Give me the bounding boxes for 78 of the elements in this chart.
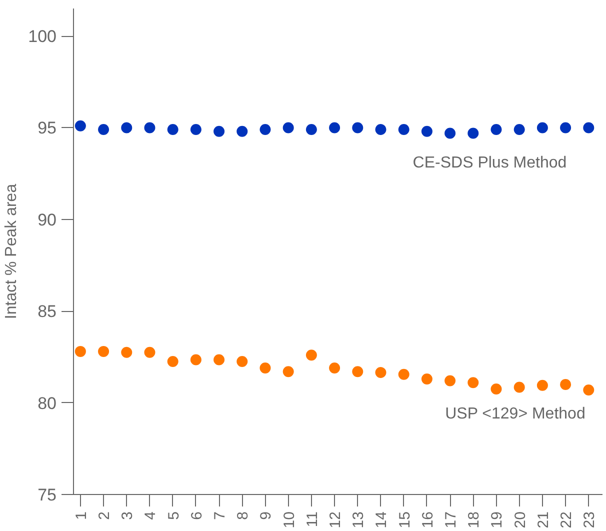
point: [144, 346, 156, 358]
x-tick-label: 14: [373, 511, 390, 528]
point: [167, 356, 178, 368]
point: [421, 126, 432, 137]
point: [583, 384, 594, 396]
y-tick-label: 90: [38, 210, 57, 230]
point: [560, 122, 572, 134]
x-tick-label: 18: [466, 511, 483, 528]
x-tick-label: 2: [96, 512, 114, 520]
x-tick-label: 17: [442, 511, 460, 528]
point: [560, 378, 572, 390]
point: [398, 124, 410, 136]
point: [444, 375, 456, 386]
x-tick-label: 19: [488, 511, 506, 528]
x-tick-label: 15: [396, 511, 414, 528]
point: [260, 124, 271, 136]
point: [490, 124, 502, 136]
y-tick-label: 95: [38, 118, 57, 138]
point: [583, 122, 594, 134]
point: [444, 128, 456, 139]
point: [398, 368, 410, 380]
point: [468, 377, 479, 388]
x-tick-label: 9: [258, 512, 275, 520]
y-tick-label: 80: [38, 394, 57, 413]
x-tick-label: 8: [234, 512, 252, 520]
point: [282, 122, 294, 134]
point: [375, 367, 386, 378]
point: [190, 354, 202, 366]
point: [74, 346, 86, 357]
point: [375, 124, 386, 136]
point: [144, 122, 156, 134]
series-label: CE-SDS Plus Method: [412, 154, 567, 172]
x-tick-label: 1: [72, 512, 90, 520]
point: [421, 373, 432, 384]
point: [190, 124, 202, 136]
point: [282, 366, 294, 378]
point: [214, 126, 225, 137]
y-tick-label: 85: [38, 302, 57, 322]
point: [167, 124, 178, 136]
x-tick-label: 11: [304, 511, 321, 528]
point: [260, 362, 271, 374]
x-tick-label: 22: [558, 511, 576, 528]
point: [514, 382, 525, 393]
series-label: USP <129> Method: [445, 405, 586, 422]
point: [468, 128, 479, 139]
x-tick-label: 16: [419, 511, 436, 528]
point: [98, 124, 110, 136]
x-tick-label: 4: [142, 512, 160, 520]
point: [214, 354, 225, 366]
x-tick-label: 12: [327, 511, 344, 528]
x-tick-label: 20: [512, 511, 529, 528]
point: [121, 122, 132, 134]
point: [514, 124, 525, 136]
point: [536, 122, 548, 134]
x-tick-label: 5: [165, 512, 182, 520]
x-tick-label: 7: [212, 512, 229, 520]
x-tick-label: 23: [581, 511, 598, 528]
point: [490, 384, 502, 395]
point: [121, 346, 132, 358]
point: [329, 362, 340, 374]
x-tick-label: 3: [119, 512, 136, 520]
x-tick-label: 13: [350, 511, 368, 528]
point: [536, 380, 548, 391]
point: [74, 120, 86, 132]
point: [329, 122, 340, 134]
x-tick-label: 10: [280, 511, 298, 528]
y-tick-label: 100: [28, 27, 57, 46]
point: [98, 346, 110, 357]
x-tick-label: 6: [188, 512, 206, 520]
point: [306, 350, 317, 361]
y-axis-title: Intact % Peak area: [3, 184, 20, 320]
point: [352, 122, 364, 134]
point: [236, 356, 248, 368]
point: [306, 124, 317, 136]
point: [236, 126, 248, 137]
y-tick-label: 75: [38, 486, 57, 504]
x-tick-label: 21: [534, 511, 552, 528]
point: [352, 366, 364, 378]
